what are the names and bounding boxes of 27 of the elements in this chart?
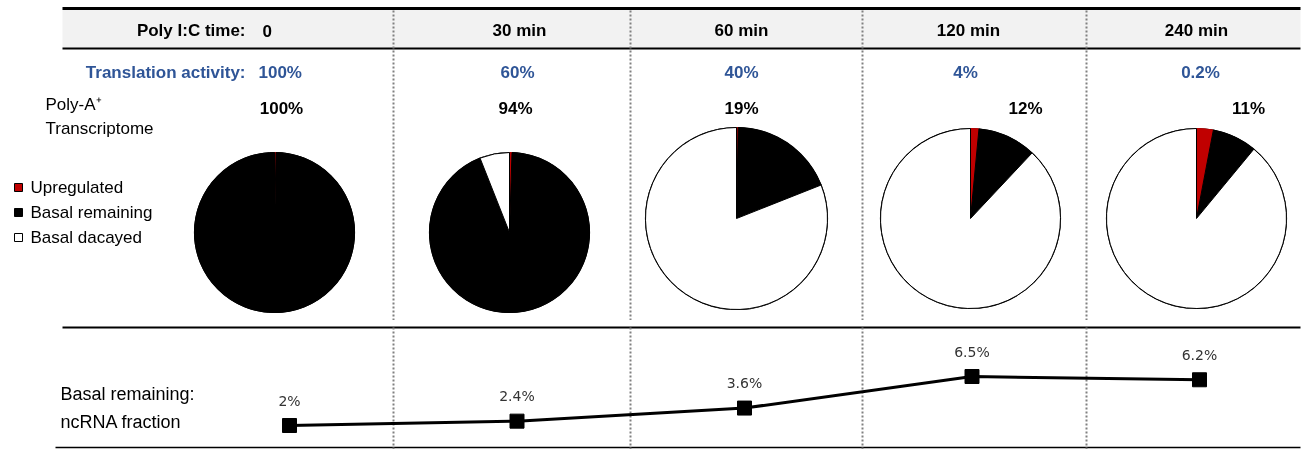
chart-subtitle: 100% xyxy=(258,63,302,82)
text: 12% xyxy=(1008,99,1043,118)
data-label: 6.5% xyxy=(954,343,990,360)
chart-subtitle: 4% xyxy=(953,63,978,82)
legend-label: Basal remaining xyxy=(30,203,153,222)
text: Translation activity: xyxy=(85,63,246,82)
chart-title: 120 min xyxy=(936,21,1001,40)
text: 100% xyxy=(259,99,304,118)
chart-subtitle: 0.2% xyxy=(1181,63,1220,82)
chart-title: 0 xyxy=(262,21,272,41)
text: 11% xyxy=(1231,99,1266,118)
data-label: 2.4% xyxy=(499,388,535,405)
text: Poly I:C time: xyxy=(136,21,246,40)
legend-label: Upregulated xyxy=(30,178,124,197)
data-label: 6.2% xyxy=(1181,346,1218,363)
data-label: 2% xyxy=(278,392,301,409)
chart-title: 30 min xyxy=(492,21,547,40)
chart-title: 240 min xyxy=(1164,21,1229,40)
text: 94% xyxy=(498,99,533,118)
legend-label: Basal dacayed xyxy=(30,228,143,247)
data-label: 3.6% xyxy=(726,375,763,392)
chart-title: 60 min xyxy=(714,21,769,40)
text: 19% xyxy=(724,99,759,118)
chart-subtitle: 40% xyxy=(724,63,759,82)
chart-subtitle: 60% xyxy=(500,63,535,82)
text: Poly-A⁺ Transcriptome xyxy=(45,95,154,138)
y-axis-title: Basal remaining: ncRNA fraction xyxy=(60,383,195,432)
